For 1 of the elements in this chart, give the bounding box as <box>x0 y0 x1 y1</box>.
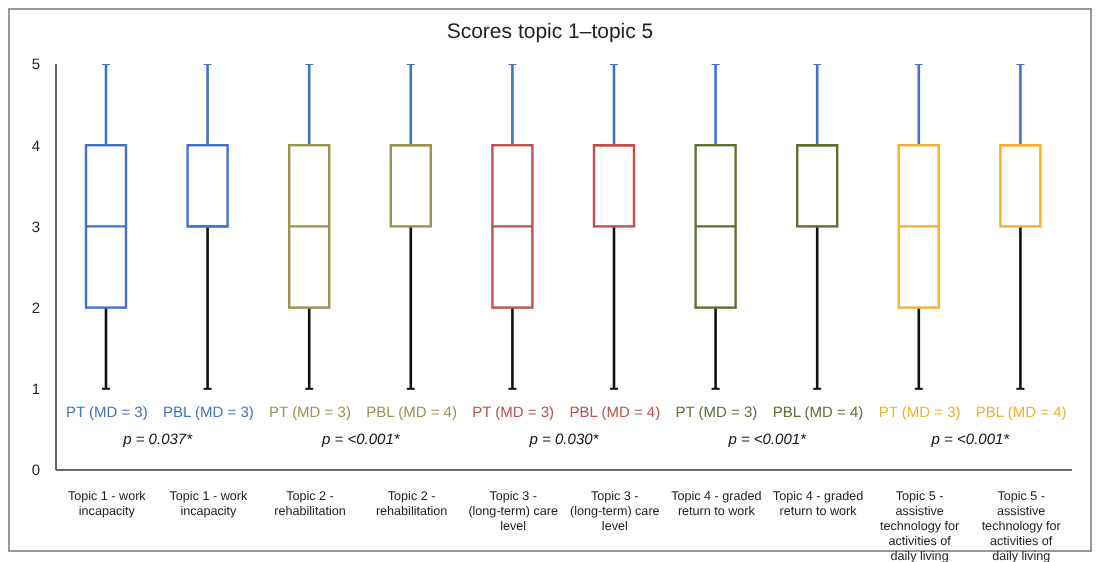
chart-title: Scores topic 1–topic 5 <box>444 20 656 44</box>
